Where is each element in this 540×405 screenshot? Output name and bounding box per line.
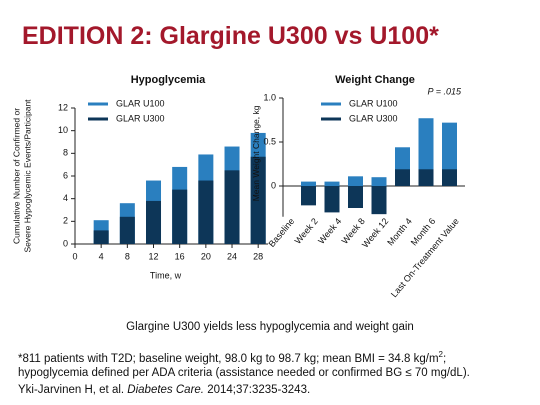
- bar: [442, 169, 457, 186]
- x-tick-label: 24: [227, 251, 237, 261]
- bar: [198, 180, 214, 244]
- note-text: Yki-Jarvinen H, et al.: [18, 384, 128, 396]
- note-sup: 2: [438, 350, 443, 359]
- y-tick-label: 4: [63, 193, 68, 203]
- y-tick-label: 0: [63, 238, 68, 248]
- y-axis-label: Mean Weight Change, kg: [251, 105, 261, 201]
- y-axis-label: Cumulative Number of Confirmed or: [11, 108, 21, 244]
- x-tick-label: Week 4: [316, 216, 343, 246]
- x-tick-label: 20: [201, 251, 211, 261]
- x-tick-label: Week 2: [293, 216, 320, 246]
- x-tick-label: 0: [72, 251, 77, 261]
- bar: [301, 181, 316, 186]
- x-axis-label: Time, w: [150, 270, 182, 280]
- bar: [324, 181, 340, 186]
- bar: [146, 200, 162, 244]
- legend-label: GLAR U100: [116, 98, 165, 108]
- bar: [224, 170, 240, 244]
- bar: [93, 230, 109, 244]
- annotation: P = .015: [428, 86, 462, 96]
- chart-title: Hypoglycemia: [131, 74, 206, 86]
- x-tick-label: 16: [175, 251, 185, 261]
- bar: [301, 186, 316, 206]
- x-tick-label: 12: [149, 251, 159, 261]
- slide-title: EDITION 2: Glargine U300 vs U100*: [22, 22, 439, 50]
- y-tick-label: 2: [63, 216, 68, 226]
- chart-title: Weight Change: [335, 74, 415, 86]
- bar: [371, 186, 387, 215]
- y-axis-label: Severe Hypoglycemic Events/Participant: [22, 99, 32, 253]
- bar: [324, 186, 340, 213]
- y-tick-label: 8: [63, 148, 68, 158]
- bar: [250, 156, 266, 244]
- legend-label: GLAR U300: [116, 113, 165, 123]
- bar: [371, 177, 387, 186]
- bar: [418, 169, 434, 186]
- bar: [348, 186, 363, 208]
- y-tick-label: 10: [58, 125, 68, 135]
- x-tick-label: 28: [253, 251, 263, 261]
- y-tick-label: 6: [63, 170, 68, 180]
- caption: Glargine U300 yields less hypoglycemia a…: [126, 321, 414, 333]
- y-tick-label: 1.0: [263, 92, 276, 102]
- note-text: ;: [442, 352, 447, 365]
- footnote: hypoglycemia defined per ADA criteria (a…: [18, 367, 470, 379]
- x-tick-label: 4: [99, 251, 104, 261]
- bar: [348, 176, 363, 186]
- legend-label: GLAR U300: [349, 113, 398, 123]
- y-tick-label: 0: [271, 180, 276, 190]
- bar: [119, 216, 135, 244]
- bar: [172, 189, 188, 244]
- note-text: *811 patients with T2D; baseline weight,…: [18, 352, 439, 365]
- y-tick-label: 0.5: [263, 136, 276, 146]
- note-journal: Diabetes Care.: [127, 384, 205, 396]
- legend-label: GLAR U100: [349, 98, 398, 108]
- footnote: Yki-Jarvinen H, et al. Diabetes Care. 20…: [18, 384, 310, 396]
- note-text: hypoglycemia defined per ADA criteria (a…: [18, 367, 470, 379]
- bar: [395, 169, 410, 186]
- x-tick-label: Baseline: [266, 216, 296, 249]
- bar: [418, 118, 434, 186]
- note-text: 2014;37:3235-3243.: [204, 384, 311, 396]
- x-tick-label: 8: [125, 251, 130, 261]
- footnote: *811 patients with T2D; baseline weight,…: [18, 350, 446, 365]
- y-tick-label: 12: [58, 102, 68, 112]
